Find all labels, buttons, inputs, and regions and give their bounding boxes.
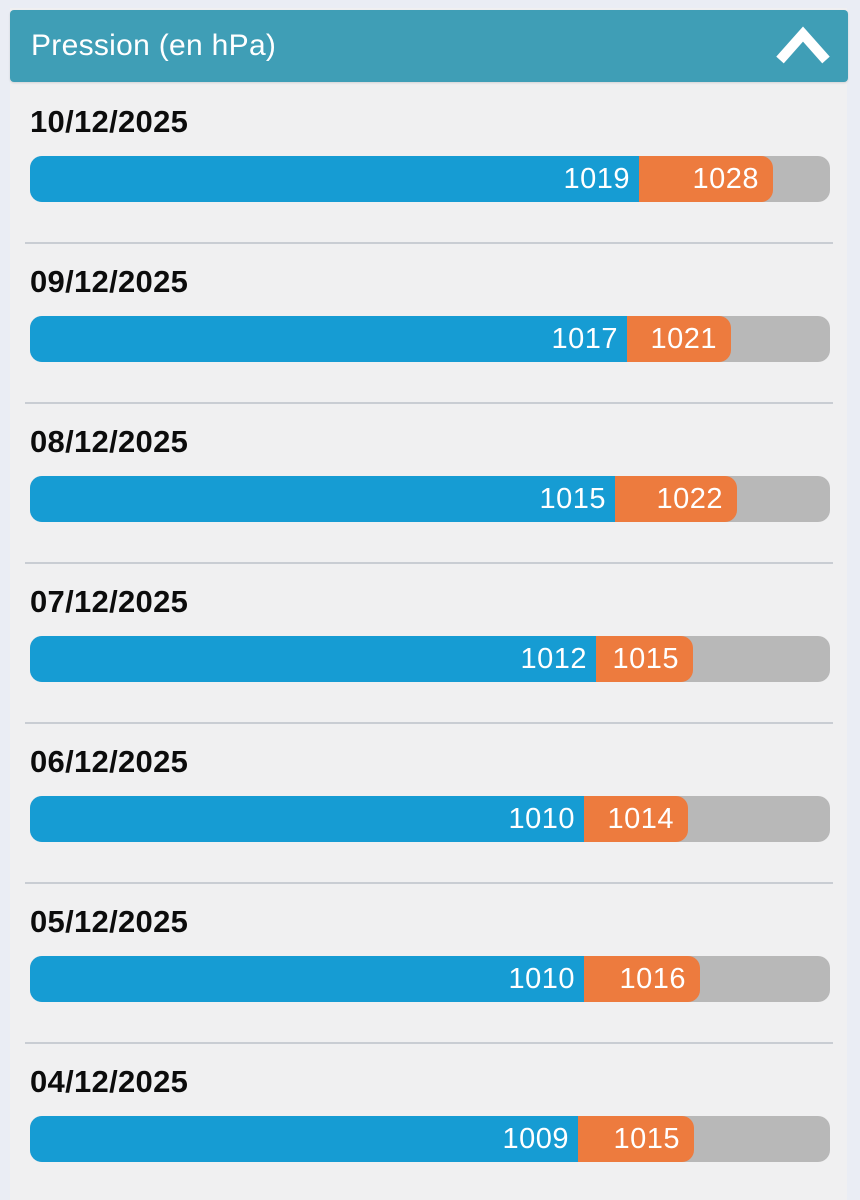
pressure-min-bar: 1015 [30,476,615,522]
pressure-row: 06/12/2025 1010 1014 [0,724,860,884]
pressure-min-bar: 1012 [30,636,596,682]
pressure-bar-track: 1010 1016 [30,956,830,1002]
pressure-row: 05/12/2025 1010 1016 [0,884,860,1044]
pressure-bar-track: 1015 1022 [30,476,830,522]
row-date-label: 04/12/2025 [30,1064,189,1099]
pressure-max-bar: 1021 [627,316,731,362]
pressure-max-bar: 1015 [578,1116,694,1162]
pressure-max-bar: 1015 [596,636,693,682]
screen-edge-top [0,0,860,8]
pressure-panel-header[interactable]: Pression (en hPa) [10,10,848,82]
screen-edge-left [0,0,10,1200]
pressure-max-bar: 1022 [615,476,737,522]
pressure-rows-list: 10/12/2025 1019 1028 09/12/2025 1017 102… [0,84,860,1200]
pressure-min-bar: 1010 [30,956,584,1002]
pressure-min-bar: 1017 [30,316,627,362]
pressure-row: 07/12/2025 1012 1015 [0,564,860,724]
pressure-min-bar: 1010 [30,796,584,842]
pressure-max-bar: 1014 [584,796,688,842]
pressure-row: 10/12/2025 1019 1028 [0,84,860,244]
pressure-row: 08/12/2025 1015 1022 [0,404,860,564]
pressure-bar-track: 1009 1015 [30,1116,830,1162]
row-date-label: 10/12/2025 [30,104,189,139]
row-date-label: 09/12/2025 [30,264,189,299]
pressure-max-bar: 1016 [584,956,700,1002]
pressure-min-bar: 1009 [30,1116,578,1162]
pressure-bar-track: 1010 1014 [30,796,830,842]
row-date-label: 05/12/2025 [30,904,189,939]
row-date-label: 08/12/2025 [30,424,189,459]
pressure-bar-track: 1017 1021 [30,316,830,362]
pressure-bar-track: 1012 1015 [30,636,830,682]
pressure-min-bar: 1019 [30,156,639,202]
pressure-row: 04/12/2025 1009 1015 [0,1044,860,1200]
pressure-row: 09/12/2025 1017 1021 [0,244,860,404]
pressure-bar-track: 1019 1028 [30,156,830,202]
pressure-max-bar: 1028 [639,156,773,202]
row-date-label: 06/12/2025 [30,744,189,779]
chevron-up-icon[interactable] [772,23,834,69]
screen-edge-right [847,0,860,1200]
panel-title: Pression (en hPa) [31,29,277,62]
row-date-label: 07/12/2025 [30,584,189,619]
